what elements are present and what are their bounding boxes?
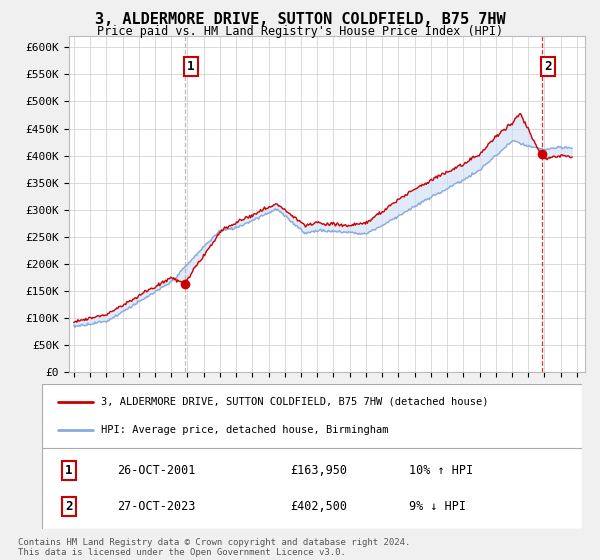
Text: 10% ↑ HPI: 10% ↑ HPI — [409, 464, 473, 477]
Text: HPI: Average price, detached house, Birmingham: HPI: Average price, detached house, Birm… — [101, 425, 389, 435]
Text: £402,500: £402,500 — [290, 500, 347, 513]
Text: 1: 1 — [187, 60, 194, 73]
FancyBboxPatch shape — [42, 384, 582, 448]
Text: Contains HM Land Registry data © Crown copyright and database right 2024.
This d: Contains HM Land Registry data © Crown c… — [18, 538, 410, 557]
Text: 9% ↓ HPI: 9% ↓ HPI — [409, 500, 466, 513]
Text: 26-OCT-2001: 26-OCT-2001 — [118, 464, 196, 477]
Text: 3, ALDERMORE DRIVE, SUTTON COLDFIELD, B75 7HW (detached house): 3, ALDERMORE DRIVE, SUTTON COLDFIELD, B7… — [101, 396, 489, 407]
Text: Price paid vs. HM Land Registry's House Price Index (HPI): Price paid vs. HM Land Registry's House … — [97, 25, 503, 38]
Text: £163,950: £163,950 — [290, 464, 347, 477]
Text: 27-OCT-2023: 27-OCT-2023 — [118, 500, 196, 513]
FancyBboxPatch shape — [42, 448, 582, 529]
Text: 2: 2 — [65, 500, 73, 513]
Text: 2: 2 — [544, 60, 551, 73]
Text: 3, ALDERMORE DRIVE, SUTTON COLDFIELD, B75 7HW: 3, ALDERMORE DRIVE, SUTTON COLDFIELD, B7… — [95, 12, 505, 27]
Text: 1: 1 — [65, 464, 73, 477]
